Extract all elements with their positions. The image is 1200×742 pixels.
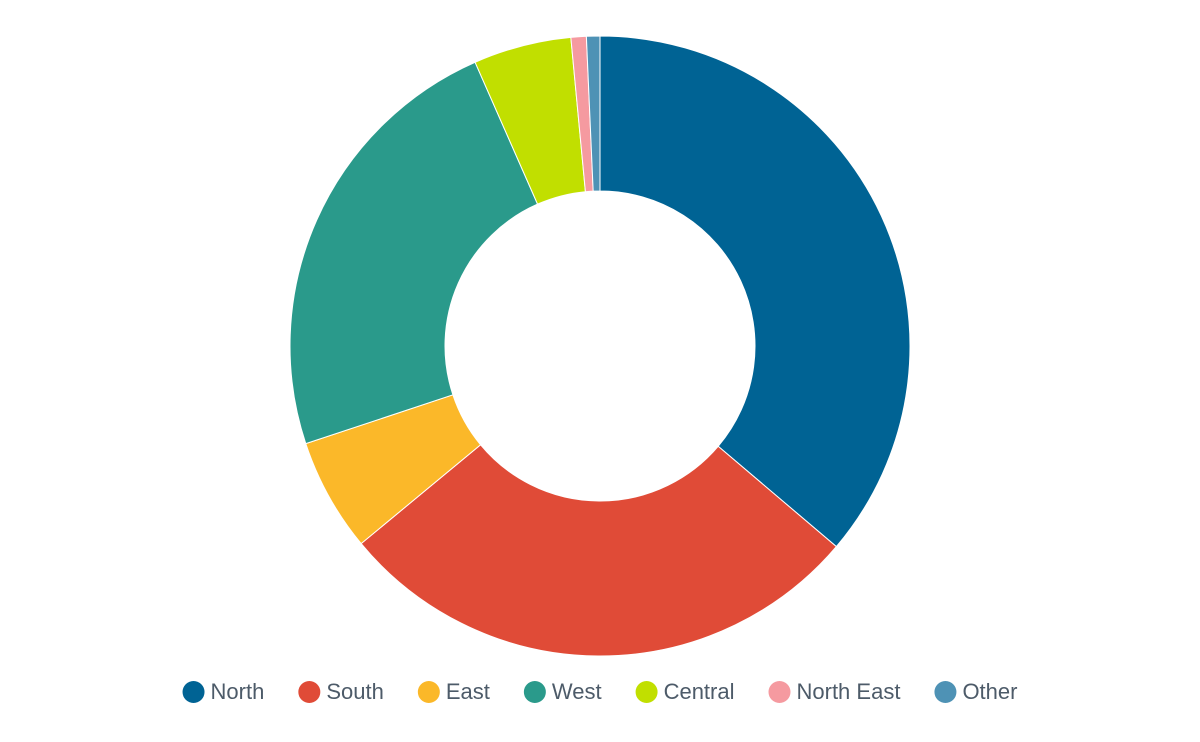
legend-label: Other — [962, 679, 1017, 704]
slice — [360, 444, 838, 657]
slice — [585, 35, 601, 192]
legend-label: North — [211, 679, 265, 704]
legend-label: South — [326, 679, 384, 704]
legend-marker — [298, 681, 321, 703]
legend: North South East West Central North East Other — [182, 679, 1017, 704]
legend-marker — [417, 681, 440, 703]
legend-label: Central — [664, 679, 735, 704]
legend-label: North East — [797, 679, 901, 704]
legend-label: West — [552, 679, 602, 704]
legend-marker — [768, 681, 791, 703]
legend-marker — [635, 681, 658, 703]
slice — [599, 35, 911, 548]
slice — [289, 61, 539, 445]
legend-marker — [523, 681, 546, 703]
legend-marker — [934, 681, 957, 703]
legend-marker — [182, 681, 205, 703]
legend-label: East — [446, 679, 490, 704]
